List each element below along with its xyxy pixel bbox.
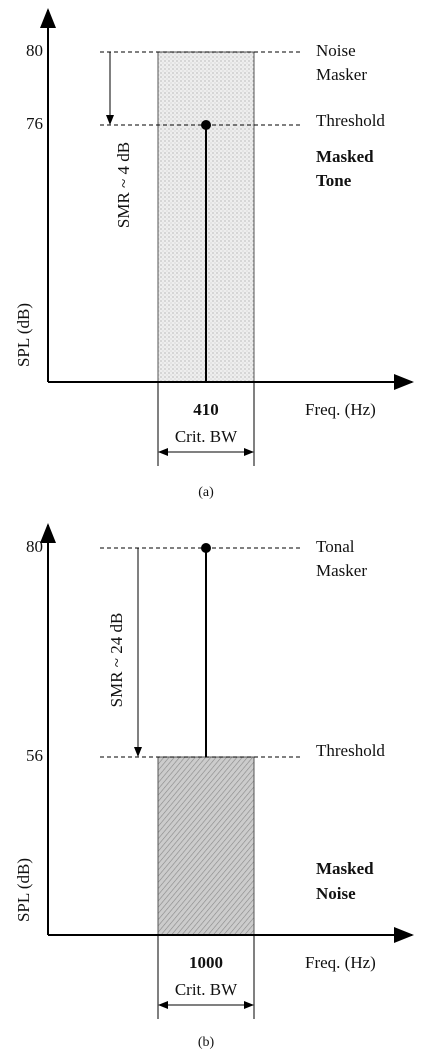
panel: SMR ~ 4 dB 80 76 SPL (dB) Noise Masker Thresho…: [14, 8, 414, 500]
y-label: 80: [26, 41, 43, 60]
smr-label: SMR ~ 24 dB: [107, 613, 126, 708]
masked-band: [157, 756, 255, 936]
caption: (a): [198, 485, 214, 500]
top-label: Masker: [316, 65, 367, 84]
tone-dot: [201, 543, 211, 553]
smr-label: SMR ~ 4 dB: [114, 142, 133, 228]
x-axis-label: Freq. (Hz): [305, 953, 376, 972]
tone-dot: [201, 120, 211, 130]
bottom-label: Tone: [316, 171, 352, 190]
y-axis-label: SPL (dB): [14, 858, 33, 922]
y-axis-label: SPL (dB): [14, 303, 33, 367]
bottom-label: Noise: [316, 884, 356, 903]
threshold-label: Threshold: [316, 741, 385, 760]
band-label: Crit. BW: [175, 427, 238, 446]
y-label: 56: [26, 746, 43, 765]
top-label: Noise: [316, 41, 356, 60]
top-label: Tonal: [316, 537, 355, 556]
panel: SMR ~ 24 dB 80 56 SPL (dB) Tonal Masker Thresh…: [14, 523, 414, 1050]
band-label: Crit. BW: [175, 980, 238, 999]
bottom-label: Masked: [316, 859, 374, 878]
panels: SMR ~ 4 dB 80 76 SPL (dB) Noise Masker Thresho…: [14, 8, 414, 1050]
top-label: Masker: [316, 561, 367, 580]
y-label: 76: [26, 114, 43, 133]
y-label: 80: [26, 537, 43, 556]
caption: (b): [198, 1035, 215, 1050]
center-label: 1000: [189, 953, 223, 972]
center-label: 410: [193, 400, 219, 419]
x-axis-label: Freq. (Hz): [305, 400, 376, 419]
bottom-label: Masked: [316, 147, 374, 166]
threshold-label: Threshold: [316, 111, 385, 130]
